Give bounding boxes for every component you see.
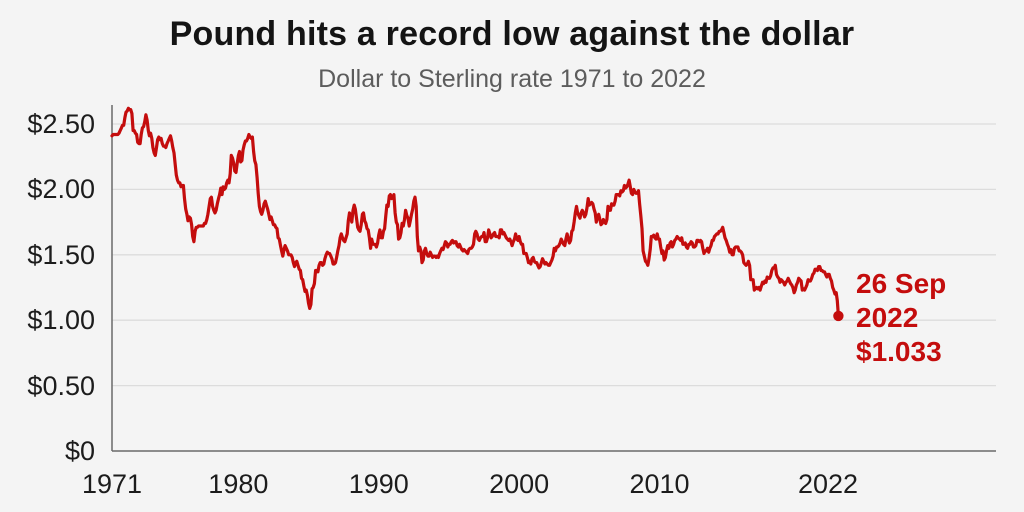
y-axis-tick-label: $1.00 — [27, 305, 95, 336]
record-low-point-marker — [833, 310, 844, 322]
x-axis-tick-label: 1971 — [81, 469, 143, 499]
annotation-year-line: 2022 — [856, 302, 919, 333]
annotation-date-line: 26 Sep — [856, 268, 947, 299]
y-axis-tick-label: $0 — [64, 436, 95, 466]
y-axis-tick-label: $2.00 — [27, 174, 95, 205]
y-axis-tick-label: $0.50 — [27, 370, 95, 401]
page-title: Pound hits a record low against the doll… — [169, 15, 855, 53]
chart-subtitle: Dollar to Sterling rate 1971 to 2022 — [318, 65, 706, 93]
annotation-value-line: $1.033 — [856, 336, 942, 367]
x-axis-tick-label: 2010 — [629, 469, 690, 499]
record-low-annotation: 26 Sep 2022 $1.033 — [856, 267, 946, 369]
exchange-rate-line — [110, 106, 841, 318]
y-axis-tick-label: $1.50 — [27, 239, 95, 270]
x-axis-tick-label: 2022 — [797, 469, 859, 499]
x-axis-tick-label: 1980 — [208, 469, 269, 499]
x-axis-tick-label: 1990 — [348, 469, 409, 499]
y-axis-tick-label: $2.50 — [27, 109, 95, 139]
x-axis-tick-label: 2000 — [489, 469, 550, 499]
